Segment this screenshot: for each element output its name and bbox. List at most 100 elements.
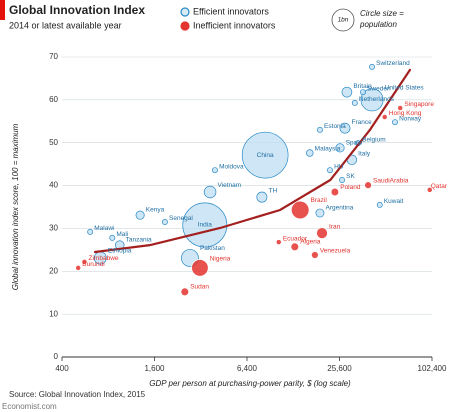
size-legend-label: population [359, 20, 397, 29]
x-tick-label: 102,400 [418, 364, 447, 373]
x-tick-label: 400 [55, 364, 69, 373]
point-label: HU [334, 163, 344, 170]
y-tick-label: 30 [49, 224, 58, 233]
bubble [360, 89, 366, 96]
point-label: Norway [399, 115, 422, 122]
bubble [327, 167, 333, 174]
point-label: Pakistan [200, 245, 225, 252]
bubble [376, 201, 383, 208]
bubble [341, 86, 353, 98]
size-legend-label: Circle size = [360, 9, 404, 18]
point-label: Sweden [367, 85, 391, 92]
point-label: China [257, 152, 274, 159]
bubble [87, 228, 94, 235]
point-label: TH [269, 188, 278, 195]
point-label: Kuwait [384, 198, 404, 205]
point-label: Tanzania [126, 236, 152, 243]
point-label: Sudan [190, 284, 209, 291]
brand-tag [0, 0, 5, 20]
bubble [315, 208, 325, 218]
y-tick-label: 40 [49, 181, 58, 190]
point-label: Iran [329, 223, 341, 230]
point-label: Brazil [311, 197, 328, 204]
point-label: Hong Kong [389, 110, 422, 117]
point-label: Singapore [404, 101, 434, 108]
bubble [381, 114, 388, 120]
point-label: United States [385, 84, 425, 91]
bubble [311, 251, 319, 259]
point-label: Netherlands [359, 96, 395, 103]
bubble [290, 200, 310, 220]
bubble [364, 181, 372, 189]
point-label: Argentina [326, 205, 354, 212]
point-label: Switzerland [376, 60, 410, 67]
point-label: Venezuela [320, 247, 351, 254]
bubble [290, 242, 300, 252]
point-label: Moldova [219, 163, 244, 170]
y-tick-label: 60 [49, 95, 58, 104]
bubble [256, 191, 268, 203]
point-label: Belgium [362, 136, 385, 143]
bubble [180, 287, 190, 297]
y-tick-label: 20 [49, 266, 58, 275]
x-tick-label: 25,600 [327, 364, 352, 373]
point-label: Algeria [300, 239, 321, 246]
bubble [392, 119, 398, 126]
point-label: Vietnam [217, 182, 241, 189]
y-tick-label: 0 [54, 352, 59, 361]
point-label: Poland [340, 184, 361, 191]
bubble [109, 234, 116, 241]
bubble [335, 143, 345, 153]
y-tick-label: 10 [49, 309, 58, 318]
bubble [317, 126, 323, 133]
bubble [212, 167, 218, 174]
bubble [360, 88, 384, 112]
bubble [75, 264, 82, 271]
point-label: India [198, 222, 212, 229]
legend-marker [180, 21, 190, 31]
point-label: Kenya [146, 207, 165, 214]
point-label: Malaysia [315, 145, 341, 152]
x-tick-label: 6,400 [237, 364, 258, 373]
point-label: Ecuador [283, 235, 308, 242]
legend-marker [180, 7, 190, 17]
x-tick-label: 1,600 [144, 364, 165, 373]
bubble [426, 186, 433, 193]
bubble [316, 227, 328, 239]
point-label: Britain [353, 83, 372, 90]
legend-label: Efficient innovators [193, 6, 269, 16]
point-label: SK [346, 173, 355, 180]
point-label: France [352, 119, 373, 126]
point-label: Italy [358, 151, 371, 158]
bubble [191, 259, 209, 277]
point-label: Senegal [169, 215, 193, 222]
bubble [241, 131, 289, 179]
trend-line [93, 68, 412, 254]
point-label: SaudiArabia [373, 177, 409, 184]
bubble [275, 239, 282, 246]
point-label: Zimbabwe [89, 255, 119, 262]
y-tick-label: 50 [49, 138, 58, 147]
chart-subtitle: 2014 or latest available year [9, 20, 122, 30]
point-label: Qatar [431, 183, 448, 190]
point-label: Spain [346, 139, 363, 146]
bubble [339, 177, 346, 183]
chart-title: Global Innovation Index [9, 3, 145, 17]
bubble [161, 219, 168, 225]
bubble [203, 185, 217, 199]
bubble [306, 149, 314, 157]
bubble [397, 105, 404, 111]
bubble [330, 187, 340, 197]
size-legend: 1bn [338, 17, 349, 24]
x-axis-label: GDP per person at purchasing-power parit… [149, 379, 351, 388]
legend-label: Inefficient innovators [193, 20, 276, 30]
point-label: Ethiopia [108, 248, 132, 255]
bubble [351, 99, 358, 106]
source: Source: Global Innovation Index, 2015 [9, 390, 146, 399]
point-label: Estonia [324, 123, 346, 130]
size-legend-circle [331, 8, 355, 32]
point-label: Malawi [94, 225, 114, 232]
bubble [81, 258, 88, 265]
bubble [135, 210, 145, 220]
